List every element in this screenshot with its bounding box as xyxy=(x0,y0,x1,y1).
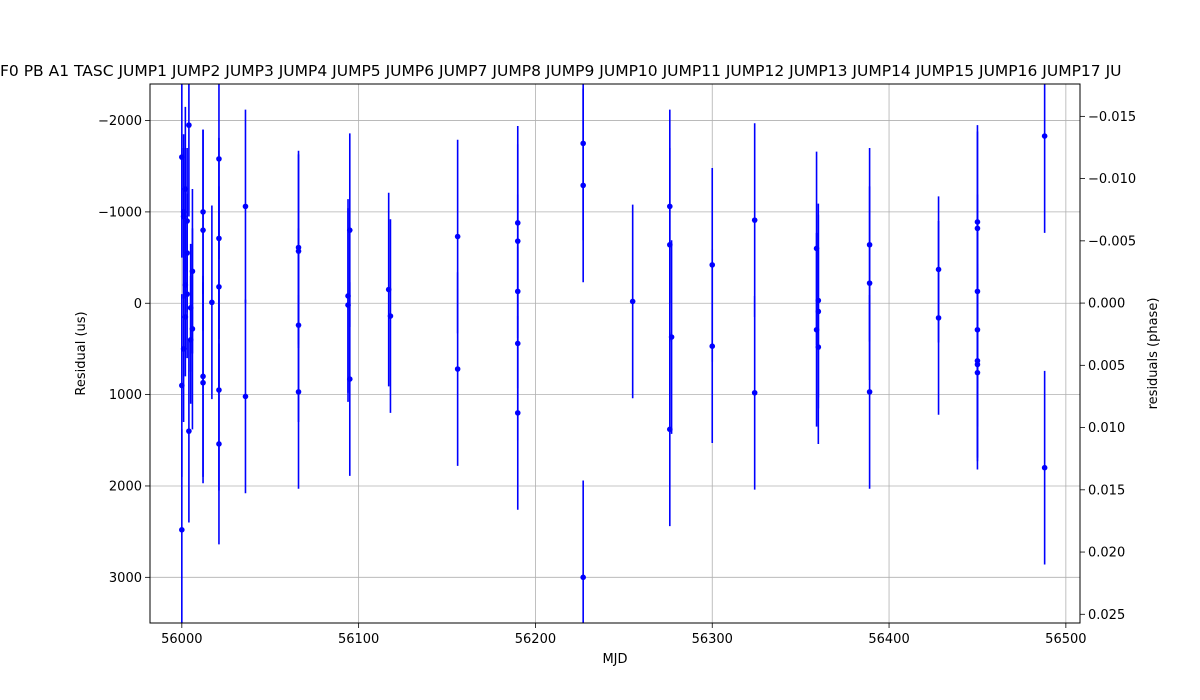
data-point xyxy=(387,313,394,319)
x-tick-label: 56500 xyxy=(1045,632,1086,647)
data-point xyxy=(216,284,222,290)
data-point xyxy=(242,203,249,210)
data-point xyxy=(1041,464,1048,471)
x-axis-ticks: 56000 56100 56200 56300 56400 56500 xyxy=(161,623,1087,647)
y2-tick-label: 0.015 xyxy=(1088,483,1125,498)
data-point xyxy=(454,233,461,240)
data-point xyxy=(200,227,206,233)
data-point xyxy=(216,441,222,447)
data-point xyxy=(629,298,636,305)
y2-tick-label: −0.005 xyxy=(1088,234,1136,249)
data-point xyxy=(186,428,192,434)
data-point xyxy=(580,574,586,581)
data-point xyxy=(580,182,586,189)
data-point xyxy=(751,389,758,396)
y-axis-ticks: −2000 −1000 0 1000 2000 3000 xyxy=(98,114,150,586)
grid xyxy=(150,84,1080,623)
y-tick-label: 1000 xyxy=(109,388,142,403)
data-point xyxy=(209,299,215,306)
data-point xyxy=(454,366,461,372)
data-point xyxy=(1041,133,1048,139)
x-tick-label: 56100 xyxy=(338,632,379,647)
y-tick-label: −1000 xyxy=(98,205,142,220)
y-axis-label: Residual (us) xyxy=(74,311,89,395)
data-point xyxy=(668,334,675,340)
y2-tick-label: 0.005 xyxy=(1088,359,1125,374)
data-point xyxy=(751,217,758,223)
y-tick-label: −2000 xyxy=(98,114,142,129)
x-tick-label: 56300 xyxy=(692,632,733,647)
x-tick-label: 56400 xyxy=(868,632,909,647)
data-point xyxy=(815,344,822,350)
y2-tick-label: 0.010 xyxy=(1088,421,1125,436)
data-point xyxy=(200,379,206,386)
data-point xyxy=(974,369,981,376)
y2-tick-label: −0.015 xyxy=(1088,110,1136,125)
x-axis-label: MJD xyxy=(602,652,627,667)
data-point xyxy=(346,227,353,233)
y2-axis-label: residuals (phase) xyxy=(1146,298,1161,410)
data-layer xyxy=(179,84,1048,623)
y-tick-label: 3000 xyxy=(109,571,142,586)
y-tick-label: 0 xyxy=(134,297,142,312)
data-point xyxy=(514,410,521,416)
y2-tick-label: −0.010 xyxy=(1088,172,1136,187)
plot-frame xyxy=(149,83,1081,624)
data-point xyxy=(179,527,185,533)
data-point xyxy=(186,122,192,128)
data-point xyxy=(184,291,190,297)
data-point xyxy=(866,280,873,286)
data-point xyxy=(346,376,353,382)
data-point xyxy=(295,389,302,395)
y2-axis-ticks: −0.015 −0.010 −0.005 0.000 0.005 0.010 0.015 0.… xyxy=(1080,110,1136,623)
data-point xyxy=(242,393,249,400)
data-point xyxy=(935,315,942,321)
y2-tick-label: 0.000 xyxy=(1088,297,1125,312)
x-tick-label: 56200 xyxy=(515,632,556,647)
data-point xyxy=(866,389,873,395)
x-tick-label: 56000 xyxy=(161,632,202,647)
chart-title: F0 PB A1 TASC JUMP1 JUMP2 JUMP3 JUMP4 JU… xyxy=(0,62,1122,80)
y-tick-label: 2000 xyxy=(109,479,142,494)
data-point xyxy=(709,343,716,349)
data-point xyxy=(189,326,196,332)
y2-tick-label: 0.025 xyxy=(1088,608,1125,623)
y2-tick-label: 0.020 xyxy=(1088,546,1125,561)
